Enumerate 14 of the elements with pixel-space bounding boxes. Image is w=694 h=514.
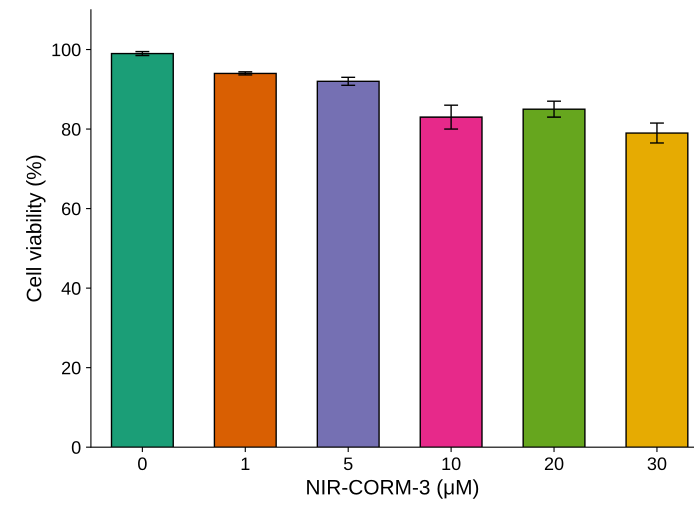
x-axis-title: NIR-CORM-3 (μM) xyxy=(307,479,478,499)
y-axis-title: Cell viability (%) xyxy=(26,156,46,302)
x-tick-label: 0 xyxy=(138,457,147,470)
y-tick-label: 60 xyxy=(62,202,80,216)
y-tick-label: 20 xyxy=(62,362,80,374)
y-tick-label: 100 xyxy=(52,43,80,56)
y-tick-label: 0 xyxy=(72,441,80,454)
x-tick-label: 10 xyxy=(442,457,460,470)
y-tick-label: 40 xyxy=(62,282,80,295)
x-tick-label: 20 xyxy=(544,457,564,470)
y-tick-label: 80 xyxy=(62,122,80,136)
x-tick-label: 5 xyxy=(344,458,352,470)
x-tick-label: 30 xyxy=(648,457,666,470)
x-tick-label: 1 xyxy=(242,458,250,470)
